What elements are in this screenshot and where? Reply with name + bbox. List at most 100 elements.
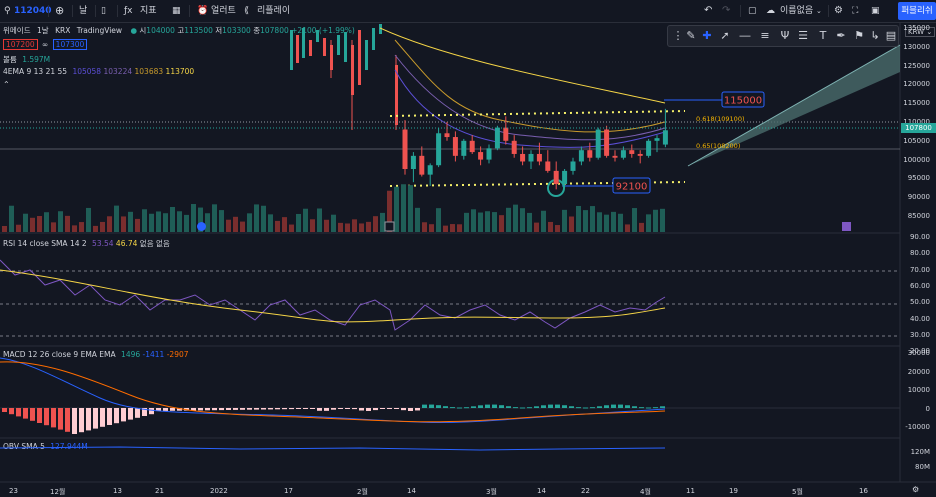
alert-clock-icon[interactable]: ⏰ [197, 6, 209, 16]
volume-bar [254, 204, 259, 232]
replay-icon[interactable]: ⟪ [244, 6, 250, 16]
volume-bar [660, 208, 665, 232]
volume-bar [156, 211, 161, 232]
horizontal-ray-icon[interactable]: ― [739, 29, 751, 42]
currency-selector[interactable]: KRW ⌄ [905, 27, 936, 37]
ema-value-4: 113700 [165, 67, 195, 76]
symbol-button[interactable]: 112040 [14, 6, 52, 16]
volume-bar [408, 185, 413, 232]
macd-hist-bar [527, 407, 532, 409]
macd-hist-bar [485, 404, 490, 408]
publish-button[interactable]: 퍼블리쉬 [898, 2, 936, 20]
collapse-legend-icon[interactable]: ⌃ [3, 80, 10, 89]
support-dotted-line[interactable] [389, 181, 686, 187]
camera-icon[interactable]: ▣ [871, 6, 880, 16]
macd-hist-bar [471, 406, 476, 408]
macd-hist-bar [639, 407, 644, 409]
pen-icon[interactable]: ✎ [686, 29, 696, 42]
text-tool-icon[interactable]: T [819, 29, 827, 42]
price-axis-label: 95000 [907, 174, 930, 183]
chevron-down-icon[interactable]: ⌄ [816, 7, 822, 15]
indicators-button[interactable]: 지표 [140, 6, 157, 16]
volume-bar [107, 216, 112, 232]
rsi-pane[interactable] [0, 259, 900, 337]
interval-button[interactable]: 날 [79, 6, 88, 16]
candle-body [536, 153, 542, 162]
rsi-extra: 없음 없음 [139, 239, 170, 248]
fullscreen-icon[interactable]: ⛶ [852, 6, 859, 16]
macd-hist-bar [86, 408, 91, 431]
macd-hist-bar [177, 408, 182, 411]
earnings-marker-icon[interactable] [384, 221, 395, 232]
chart-type-icon[interactable]: ▯ [101, 6, 106, 16]
macd-hist-bar [625, 405, 630, 408]
drag-handle-icon[interactable]: ⋮ [672, 29, 684, 42]
volume-bar [387, 190, 392, 232]
layout-name[interactable]: 이름없음 [780, 6, 814, 16]
undo-icon[interactable]: ↶ [704, 5, 713, 16]
resistance-callout-box[interactable] [721, 91, 765, 108]
redo-icon[interactable]: ↷ [722, 5, 731, 16]
fib-retracement-icon[interactable]: ≡ [760, 29, 770, 42]
brush-icon[interactable]: ✒ [836, 29, 846, 42]
candle-body [545, 161, 551, 171]
ema-value-2: 103224 [103, 67, 133, 76]
pattern-icon[interactable]: ☰ [798, 29, 808, 42]
macd-hist-bar [100, 408, 105, 427]
volume-bar [23, 213, 28, 232]
high-value: 113500 [184, 26, 213, 35]
resistance-dotted-line[interactable] [389, 110, 686, 117]
measure-icon[interactable]: ⚑ [854, 29, 864, 42]
candle-body [562, 170, 568, 185]
add-symbol-icon[interactable]: ⊕ [55, 4, 65, 17]
macd-hist-bar [93, 408, 98, 429]
indicators-icon[interactable]: ƒx [124, 6, 133, 16]
obv-line [0, 446, 666, 451]
macd-hist-bar [296, 408, 301, 409]
candle-body [629, 150, 635, 154]
candle-body [604, 129, 610, 156]
pitchfork-icon[interactable]: Ψ [780, 29, 790, 42]
candlestick-series[interactable] [402, 108, 668, 190]
bid-price[interactable]: 107200 [3, 39, 38, 50]
volume-bar [450, 224, 455, 232]
replay-button[interactable]: 리플레이 [257, 6, 291, 16]
symbol-search-icon[interactable]: ⚲ [4, 6, 11, 16]
magnet-icon[interactable]: ↳ [870, 29, 880, 42]
ask-price[interactable]: 107300 [52, 39, 88, 50]
macd-hist-bar [555, 404, 560, 408]
volume-bar [163, 213, 168, 232]
volume-bar [443, 225, 448, 232]
volume-bar [492, 212, 497, 232]
event-marker-icon[interactable] [842, 222, 851, 231]
cloud-icon[interactable]: ☁ [766, 6, 775, 16]
macd-histogram [2, 404, 665, 434]
dividend-marker-icon[interactable] [197, 222, 206, 231]
auto-scale-icon[interactable]: ⚙ [912, 485, 920, 494]
macd-pane[interactable] [0, 357, 900, 434]
layout-icon[interactable]: ▢ [748, 6, 757, 16]
settings-gear-icon[interactable]: ⚙ [834, 5, 843, 16]
candle-body [436, 133, 442, 166]
macd-hist-bar [275, 408, 280, 410]
lock-drawings-icon[interactable]: ▤ [885, 29, 897, 42]
templates-icon[interactable]: ▦ [172, 6, 181, 16]
macd-axis-label: -10000 [905, 423, 930, 431]
macd-hist-bar [394, 408, 399, 409]
trendline-icon[interactable]: ➚ [720, 29, 730, 42]
candle-body [578, 150, 584, 162]
time-axis-label: 16 [859, 487, 868, 495]
volume-bar [401, 184, 406, 232]
alert-button[interactable]: 얼러트 [211, 6, 236, 16]
support-callout-box[interactable] [612, 177, 651, 194]
trend-upper-line[interactable] [687, 44, 901, 167]
candle-body [486, 148, 492, 160]
macd-hist-bar [618, 404, 623, 408]
price-axis-label: 110000 [903, 118, 930, 126]
rsi-label: RSI 14 close SMA 14 2 [3, 239, 87, 248]
crosshair-icon[interactable]: ✚ [702, 29, 712, 42]
candle-body [444, 133, 450, 138]
price-axis-label: 105000 [903, 136, 930, 145]
macd-hist-bar [345, 408, 350, 409]
